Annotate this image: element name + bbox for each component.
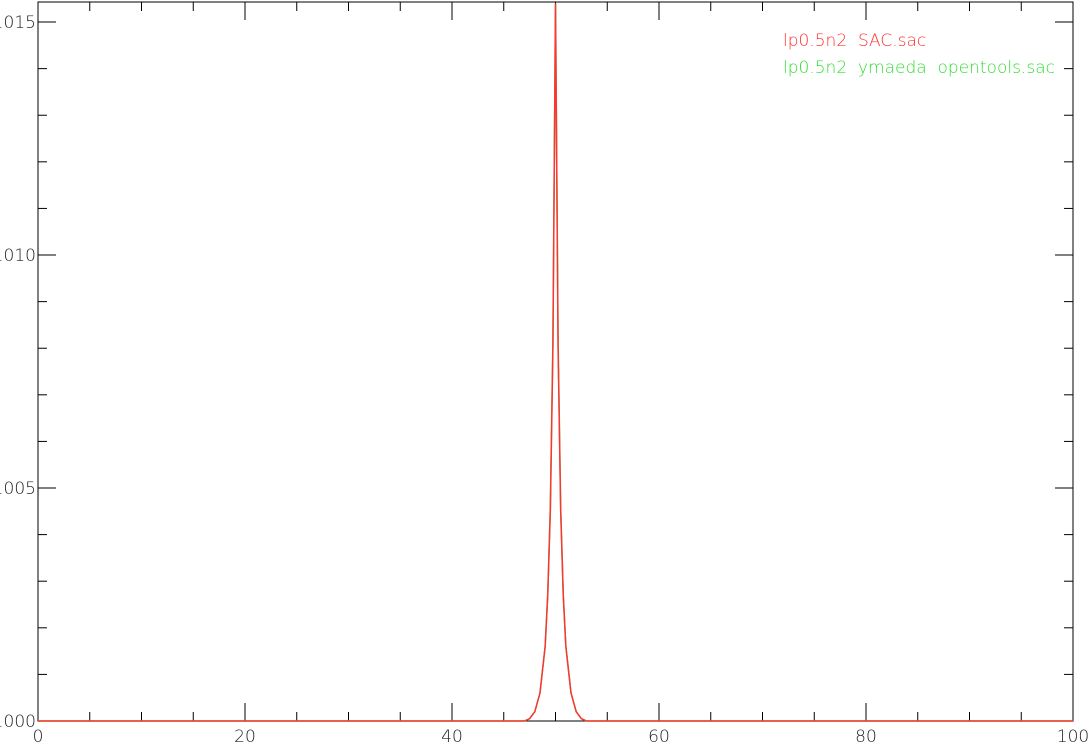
y-tick-label: 0.005 [0, 479, 36, 499]
x-tick-label: 80 [855, 727, 877, 744]
x-tick-label: 100 [1057, 727, 1088, 744]
x-tick-label: 40 [441, 727, 463, 744]
legend-label: lp0.5n2 ymaeda opentools.sac [783, 58, 1055, 78]
y-tick-label: 0.010 [0, 246, 36, 266]
plot-frame [37, 1, 1074, 722]
legend-label: lp0.5n2 SAC.sac [783, 31, 926, 51]
y-tick-label: 0.000 [0, 712, 36, 732]
x-tick-label: 60 [648, 727, 670, 744]
x-tick-label: 20 [234, 727, 256, 744]
x-tick-label: 0 [33, 727, 44, 744]
y-tick-label: 0.015 [0, 13, 36, 33]
series-line [38, 3, 1073, 722]
series-line [38, 3, 1073, 722]
